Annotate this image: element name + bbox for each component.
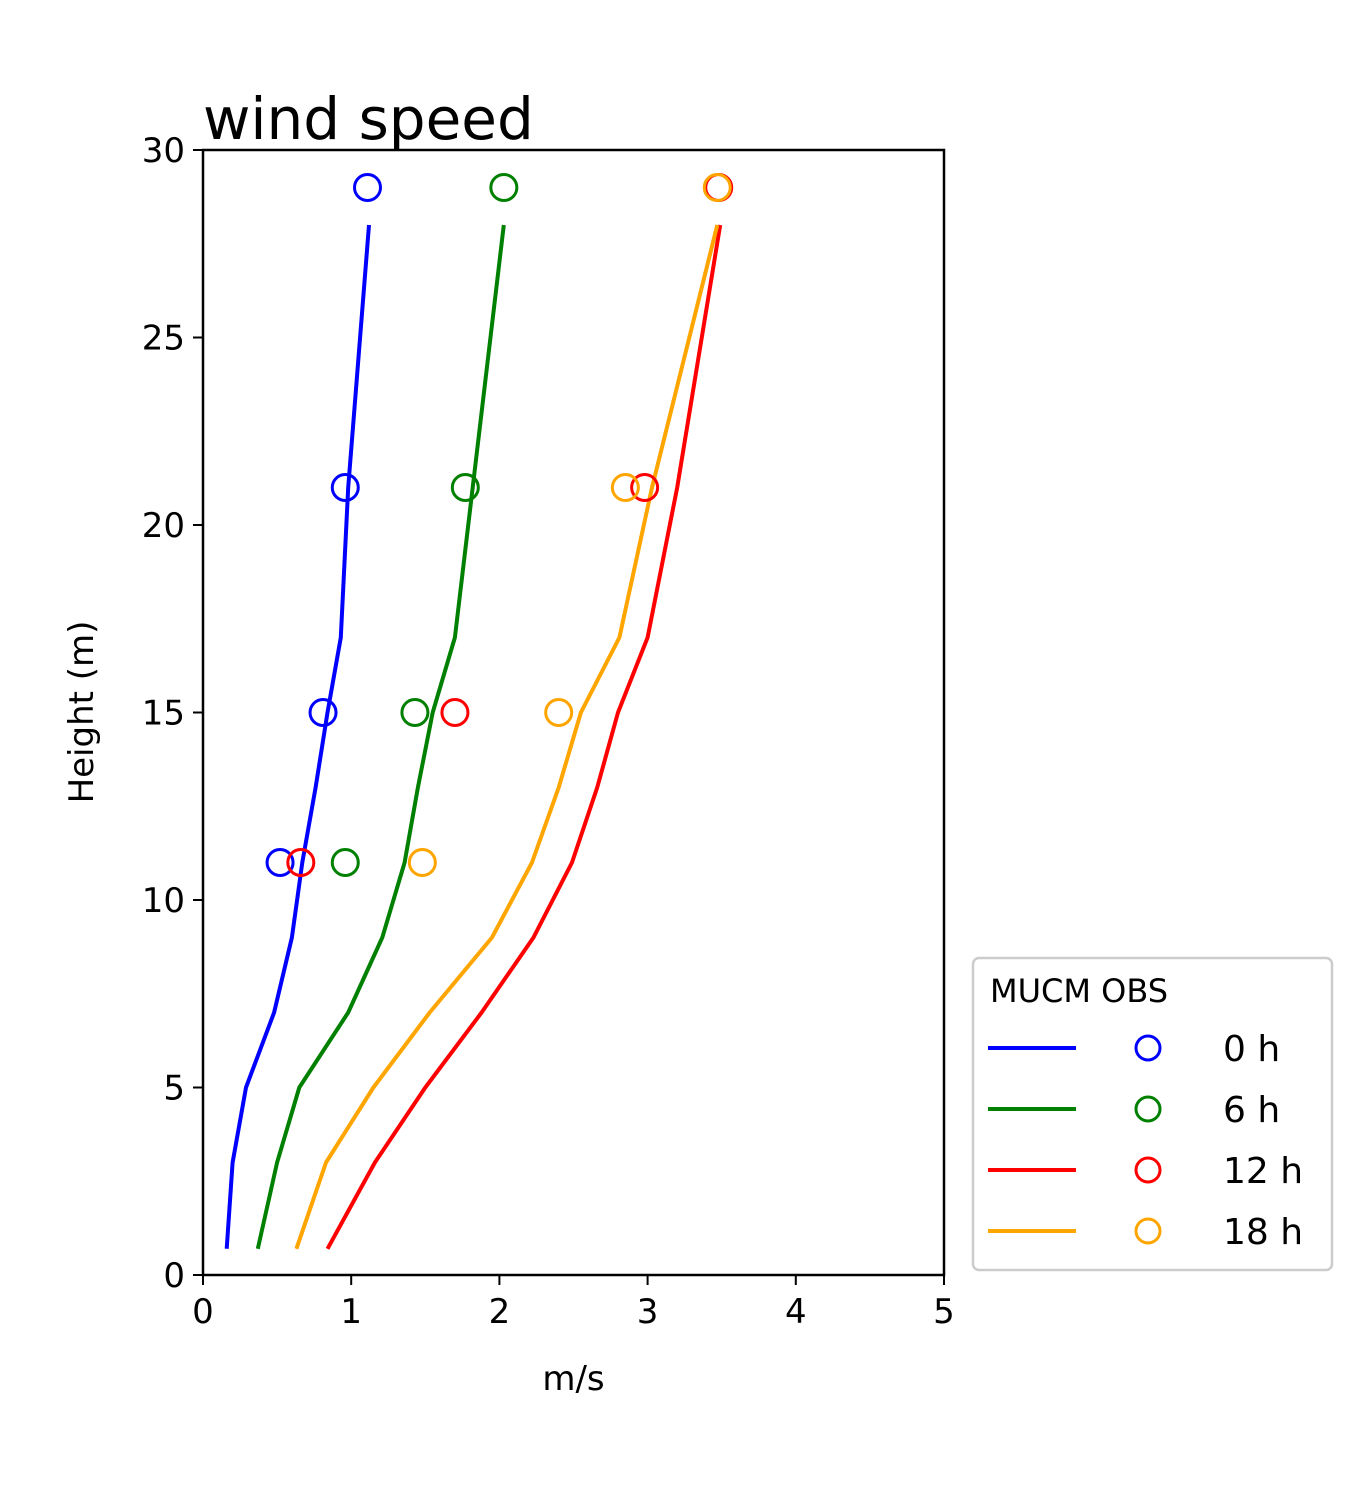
legend-label-0h: 0 h [1223,1029,1280,1070]
y-tick-label: 0 [163,1256,185,1296]
legend-header: MUCM OBS [990,972,1168,1010]
obs-point-0h [308,698,338,727]
obs-point-0h [353,173,383,202]
plot-area [224,173,734,1250]
y-tick-label: 10 [142,881,185,921]
obs-point-18h [610,473,640,502]
obs-point-18h [702,173,732,202]
y-tick-label: 15 [142,694,185,734]
x-axis-label: m/s [542,1359,604,1399]
obs-point-18h [407,848,437,877]
legend-label-6h: 6 h [1223,1090,1280,1131]
x-tick-label: 4 [785,1292,807,1332]
axes: 0 1 2 3 4 5 0 5 10 15 20 25 30 [142,131,955,1332]
series-line-0h [224,224,371,1249]
y-axis-label: Height (m) [62,621,102,804]
chart-title: wind speed [203,85,534,153]
legend-marker-0h [1134,1034,1162,1062]
obs-point-6h [330,848,360,877]
obs-point-12h [630,473,660,502]
legend-label-12h: 12 h [1223,1151,1303,1192]
series-line-18h [294,224,720,1250]
legend-marker-18h [1134,1217,1162,1245]
series-line-12h [325,224,723,1250]
y-tick-label: 30 [142,131,185,171]
x-tick-label: 3 [637,1292,659,1332]
legend-marker-6h [1134,1095,1162,1123]
obs-point-12h [440,698,470,727]
obs-point-18h [544,698,574,727]
obs-point-0h [330,473,360,502]
legend-label-18h: 18 h [1223,1212,1303,1253]
legend-entries: 0 h 6 h 12 h 18 h [988,1029,1303,1253]
x-tick-label: 2 [489,1292,511,1332]
obs-point-12h [286,848,316,877]
y-tick-label: 25 [142,319,185,359]
legend: MUCM OBS 0 h 6 h 12 h 18 h [971,956,1334,1272]
x-tick-label: 5 [933,1292,955,1332]
obs-point-6h [400,698,430,727]
obs-point-0h [265,848,295,877]
x-tick-label: 0 [192,1292,214,1332]
y-tick-label: 5 [163,1069,185,1109]
y-tick-label: 20 [142,506,185,546]
x-tick-label: 1 [340,1292,362,1332]
legend-marker-12h [1134,1156,1162,1184]
obs-point-6h [450,473,480,502]
legend-box [971,956,1334,1272]
series-line-6h [255,224,506,1250]
obs-point-6h [489,173,519,202]
